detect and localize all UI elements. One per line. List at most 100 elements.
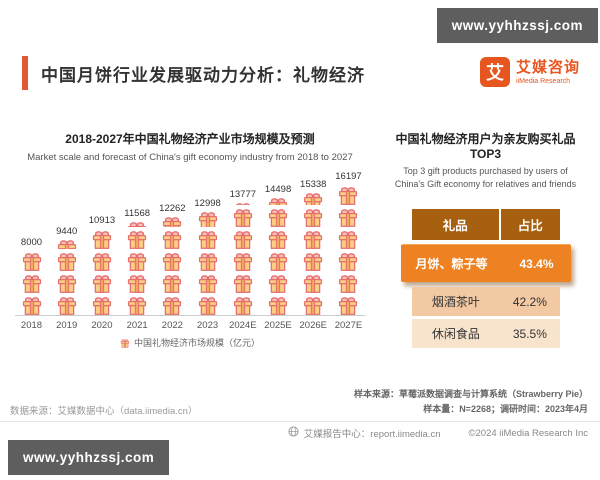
gift-icon xyxy=(337,185,359,205)
gift-icon xyxy=(232,207,254,227)
bar-value-label: 10913 xyxy=(88,214,116,226)
chart-legend: 中国礼物经济市场规模（亿元） xyxy=(15,336,365,349)
gift-icon-partial xyxy=(197,211,219,227)
gift-icon xyxy=(302,273,324,293)
gift-icon xyxy=(126,295,148,315)
pictograph-bars: 8000 9440 xyxy=(15,171,365,316)
footer-sample-source: 样本来源：草莓派数据调查与计算系统（Strawberry Pie） xyxy=(353,389,588,399)
footer-sample-info: 样本量：N=2268；调研时间：2023年4月 xyxy=(423,404,588,414)
page-title: 中国月饼行业发展驱动力分析：礼物经济 xyxy=(41,65,365,85)
gift-icon xyxy=(302,295,324,315)
legend-label: 中国礼物经济市场规模（亿元） xyxy=(133,337,260,348)
gift-icon xyxy=(267,251,289,271)
gift-icon xyxy=(91,251,113,271)
table-row: 休闲食品 35.5% xyxy=(411,319,560,349)
gift-icon xyxy=(161,295,183,315)
gift-icon xyxy=(126,251,148,271)
bar-value-label: 9440 xyxy=(56,225,78,237)
gift-icon xyxy=(126,273,148,293)
watermark-top-right-badge: www.yyhhzssj.com xyxy=(436,8,598,43)
footer-data-source: 数据来源：艾媒数据中心（data.iimedia.cn） xyxy=(10,406,198,417)
logo-text: 艾媒咨询 iiMedia Research xyxy=(516,60,580,85)
gift-icon xyxy=(161,273,183,293)
bar-column: 8000 xyxy=(15,237,48,315)
panel-title-en: Top 3 gift products purchased by users o… xyxy=(394,166,577,190)
bar-column: 11568 xyxy=(121,208,154,315)
panel-title-zh: 中国礼物经济用户为亲友购买礼品TOP3 xyxy=(395,132,576,161)
page-header: 中国月饼行业发展驱动力分析：礼物经济 xyxy=(22,56,365,90)
gift-icon-partial xyxy=(161,216,183,227)
bar-value-label: 13777 xyxy=(229,188,257,200)
x-axis-label: 2025E xyxy=(264,319,292,331)
table-row: 月饼、粽子等 43.4% xyxy=(400,244,571,283)
report-center-line: 艾媒报告中心：report.iimedia.cn ©2024 iiMedia R… xyxy=(288,426,588,440)
gift-icon xyxy=(337,207,359,227)
bar-value-label: 11568 xyxy=(124,207,151,219)
logo-name-zh: 艾媒咨询 xyxy=(515,58,580,76)
x-axis-label: 2027E xyxy=(334,319,363,331)
x-axis-label: 2026E xyxy=(299,319,327,331)
gift-icon xyxy=(337,229,359,249)
gift-icon xyxy=(337,295,359,315)
gift-icon-partial xyxy=(126,221,148,227)
main-content: 2018-2027年中国礼物经济产业市场规模及预测 Market scale a… xyxy=(15,130,586,349)
gift-icon-partial xyxy=(56,239,78,249)
cell-gift: 烟酒茶叶 xyxy=(431,295,480,310)
bar-value-label: 14498 xyxy=(264,183,292,195)
x-axis-label: 2023 xyxy=(197,319,219,331)
gift-icon xyxy=(232,251,254,271)
gift-icon xyxy=(56,251,78,271)
gift-icon xyxy=(21,295,43,315)
bar-value-label: 12262 xyxy=(159,202,186,214)
bar-value-label: 16197 xyxy=(335,170,362,182)
gift-icon xyxy=(232,273,254,293)
copyright-text: ©2024 iiMedia Research Inc xyxy=(468,427,588,439)
gift-icon xyxy=(91,295,113,315)
table-body: 月饼、粽子等 43.4% 烟酒茶叶 42.2% 休闲食品 35.5% xyxy=(400,244,571,349)
bar-column: 12262 xyxy=(156,203,189,315)
gift-icon xyxy=(337,273,359,293)
cell-share: 42.2% xyxy=(512,294,547,309)
chart-title-zh: 2018-2027年中国礼物经济产业市场规模及预测 xyxy=(65,132,315,146)
bar-column: 10913 xyxy=(85,215,118,315)
gift-icon xyxy=(267,273,289,293)
gift-icon-partial xyxy=(267,197,289,205)
x-axis-label: 2024E xyxy=(229,319,257,331)
bar-column: 14498 xyxy=(262,184,295,315)
gift-icon xyxy=(91,273,113,293)
gift-icon xyxy=(197,273,219,293)
watermark-bottom-left-badge: www.yyhhzssj.com xyxy=(8,440,170,475)
gift-icon xyxy=(302,251,324,271)
x-axis-label: 2018 xyxy=(20,319,43,331)
bar-column: 13777 xyxy=(226,189,259,315)
bar-column: 15338 xyxy=(297,179,330,315)
gift-icon xyxy=(161,229,183,249)
x-axis-labels: 2018 2019 2020 2021 2022 2023 2024E 2025E 2026E 2… xyxy=(15,320,365,331)
gift-icon xyxy=(91,229,113,249)
cell-gift: 休闲食品 xyxy=(431,327,480,342)
table-header-row: 礼品 占比 xyxy=(411,209,560,241)
globe-icon xyxy=(288,426,299,440)
top3-gifts-panel: 中国礼物经济用户为亲友购买礼品TOP3 Top 3 gift products … xyxy=(385,130,586,349)
gift-icon xyxy=(302,229,324,249)
gift-icon xyxy=(197,295,219,315)
gift-icon xyxy=(267,229,289,249)
header-cell-share: 占比 xyxy=(517,219,543,234)
cell-share: 43.4% xyxy=(519,256,554,271)
gift-icon xyxy=(21,273,43,293)
gift-icon xyxy=(197,229,219,249)
logo-mark-icon: 艾 xyxy=(479,57,510,87)
bar-column: 16197 xyxy=(332,171,365,315)
x-axis-label: 2022 xyxy=(161,319,183,331)
bar-column: 9440 xyxy=(50,226,83,315)
gift-icon xyxy=(126,229,148,249)
logo-name-en: iiMedia Research xyxy=(515,77,571,85)
cell-share: 35.5% xyxy=(512,326,547,341)
gift-icon xyxy=(267,207,289,227)
iimedia-logo: 艾 艾媒咨询 iiMedia Research xyxy=(479,57,580,87)
gift-table: 礼品 占比 月饼、粽子等 43.4% 烟酒茶叶 42.2% 休闲食品 35.5% xyxy=(400,209,571,349)
x-axis-label: 2021 xyxy=(126,319,148,331)
cell-gift: 月饼、粽子等 xyxy=(415,257,488,272)
gift-icon xyxy=(267,295,289,315)
footer-divider xyxy=(0,421,600,422)
